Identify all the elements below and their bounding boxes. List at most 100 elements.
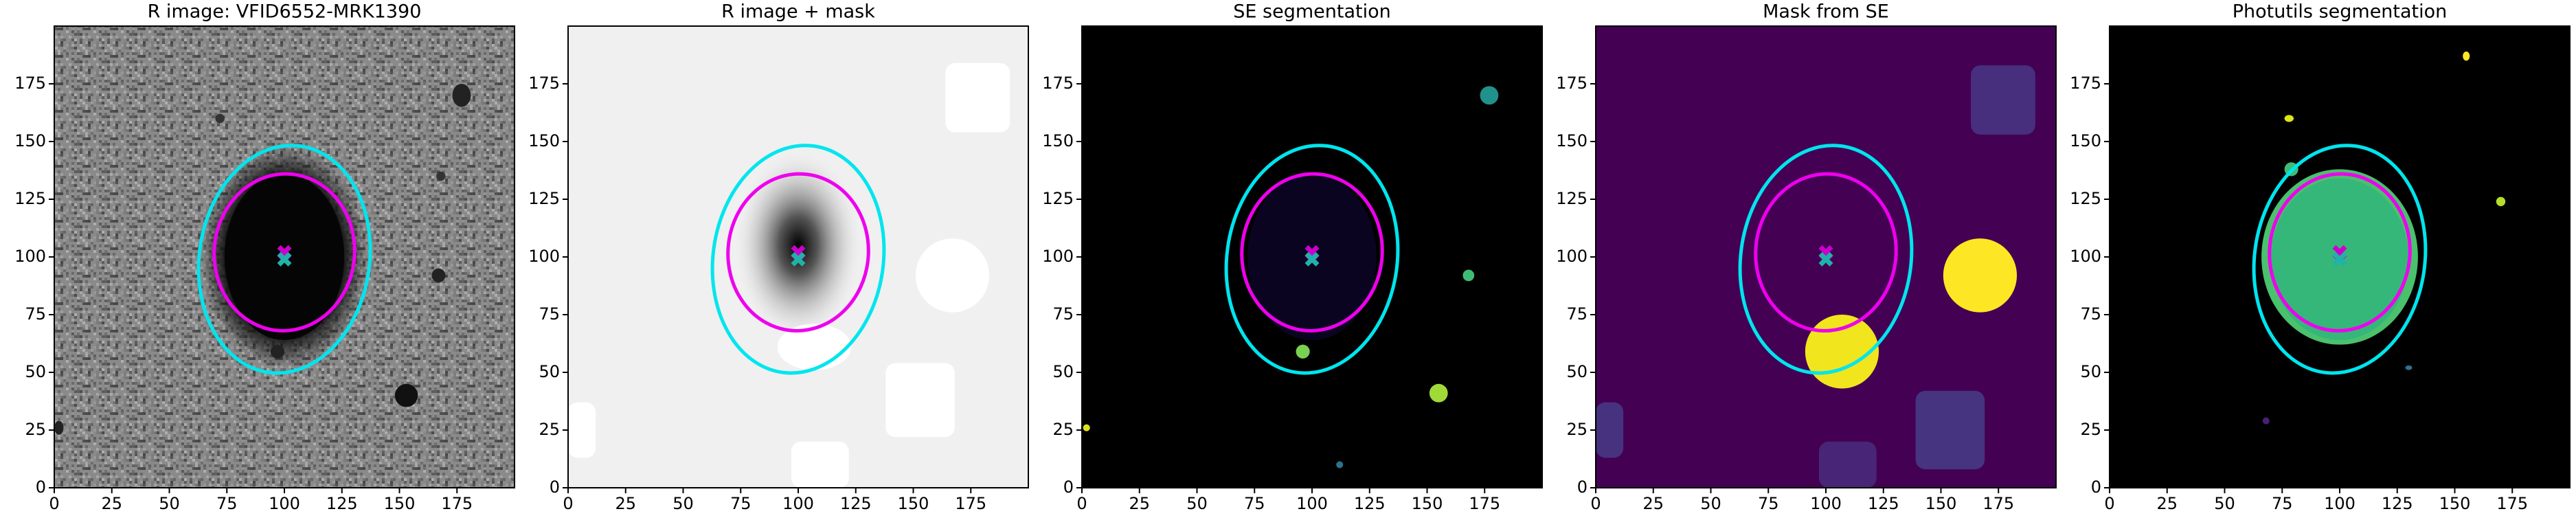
y-tick-label: 125 [2070, 189, 2101, 208]
panel: R image: VFID6552-MRK1390 0 25 50 75 100 125 15… [14, 1, 515, 513]
y-tick-label: 75 [539, 304, 560, 324]
x-tick-label: 75 [1758, 494, 1779, 513]
image [568, 26, 1028, 488]
image [1082, 26, 1542, 488]
x-tick-label: 25 [615, 494, 636, 513]
y-tick-label: 150 [1556, 131, 1588, 150]
source [1083, 424, 1090, 431]
source [54, 420, 64, 435]
x-tick-label: 125 [2382, 494, 2413, 513]
aperture-ellipse [2252, 144, 2428, 375]
x-tick-label: 125 [326, 494, 358, 513]
x-tick-label: 175 [955, 494, 986, 513]
y-tick-label: 50 [539, 362, 560, 381]
x-tick-label: 175 [1982, 494, 2014, 513]
y-tick-label: 25 [1052, 420, 1074, 439]
x-tick-label: 150 [1412, 494, 1443, 513]
x-tick-label: 175 [2496, 494, 2528, 513]
x-tick-label: 0 [49, 494, 59, 513]
y-tick-label: 0 [550, 477, 560, 497]
panel-title: R image + mask [721, 1, 875, 23]
source [1943, 238, 2018, 313]
x-tick-label: 175 [441, 494, 473, 513]
x-tick-label: 75 [730, 494, 752, 513]
x-tick-label: 0 [2104, 494, 2114, 513]
panel: Photutils segmentation 0 25 50 75 100 125 150 17… [2070, 1, 2571, 513]
image [54, 26, 515, 488]
aperture-ellipse [196, 144, 372, 375]
y-tick-label: 175 [528, 74, 560, 93]
y-tick-label: 0 [1063, 477, 1074, 497]
source [1296, 344, 1310, 359]
center-marker [1304, 251, 1320, 267]
x-tick-label: 50 [673, 494, 694, 513]
mask-region [1915, 390, 1985, 470]
x-tick-label: 100 [269, 494, 300, 513]
y-tick-label: 50 [1566, 362, 1588, 381]
y-tick-label: 125 [14, 189, 46, 208]
x-tick-label: 125 [840, 494, 872, 513]
center-marker [277, 251, 292, 267]
y-tick-label: 25 [539, 420, 560, 439]
source [394, 383, 418, 407]
y-tick-label: 0 [36, 477, 46, 497]
y-tick-label: 25 [25, 420, 46, 439]
aperture-ellipse [1754, 172, 1898, 333]
aperture-ellipse [212, 172, 357, 333]
source [734, 148, 863, 343]
mask-region [568, 402, 596, 458]
y-tick-label: 175 [14, 74, 46, 93]
image [1596, 26, 2056, 488]
x-tick-label: 0 [563, 494, 573, 513]
aperture-ellipse [1738, 144, 1914, 375]
y-tick-label: 100 [1556, 247, 1588, 266]
x-tick-label: 25 [1642, 494, 1664, 513]
source [1480, 86, 1499, 105]
y-tick-label: 50 [25, 362, 46, 381]
source [1462, 269, 1475, 282]
x-tick-label: 150 [1925, 494, 1957, 513]
y-tick-label: 50 [1052, 362, 1074, 381]
x-tick-label: 125 [1868, 494, 1899, 513]
x-tick-label: 175 [1469, 494, 1500, 513]
panel-title: SE segmentation [1233, 1, 1390, 23]
x-tick-label: 100 [782, 494, 814, 513]
y-tick-label: 75 [25, 304, 46, 324]
source [915, 238, 990, 313]
y-tick-label: 75 [1052, 304, 1074, 324]
panel: R image + mask 0 25 50 75 100 125 150 175 0 25 50 75… [528, 1, 1029, 513]
x-tick-label: 150 [384, 494, 416, 513]
y-tick-label: 100 [528, 247, 560, 266]
x-tick-label: 25 [2156, 494, 2178, 513]
y-tick-label: 175 [1556, 74, 1588, 93]
x-tick-label: 0 [1590, 494, 1601, 513]
aperture-ellipse [1224, 144, 1400, 375]
source [2496, 196, 2506, 207]
x-tick-label: 50 [1700, 494, 1721, 513]
y-tick-label: 150 [14, 131, 46, 150]
y-tick-label: 100 [2070, 247, 2101, 266]
mask-region [885, 363, 955, 438]
source [1336, 461, 1344, 469]
y-tick-label: 125 [528, 189, 560, 208]
source [2284, 115, 2294, 122]
y-tick-label: 75 [2080, 304, 2101, 324]
center-marker [2332, 251, 2347, 267]
y-tick-label: 50 [2080, 362, 2101, 381]
x-tick-label: 75 [2272, 494, 2293, 513]
x-tick-label: 100 [1810, 494, 1842, 513]
x-tick-label: 75 [1244, 494, 1265, 513]
y-tick-label: 100 [1042, 247, 1074, 266]
x-tick-label: 150 [2439, 494, 2471, 513]
source [2262, 417, 2270, 425]
x-tick-label: 75 [216, 494, 238, 513]
y-tick-label: 125 [1042, 189, 1074, 208]
mask-region [1818, 441, 1877, 488]
aperture-ellipse [2268, 172, 2412, 333]
panel-title: Photutils segmentation [2233, 1, 2448, 23]
y-tick-label: 175 [1042, 74, 1074, 93]
y-tick-label: 25 [1566, 420, 1588, 439]
aperture-ellipse [710, 144, 886, 375]
aperture-ellipse [726, 172, 870, 333]
